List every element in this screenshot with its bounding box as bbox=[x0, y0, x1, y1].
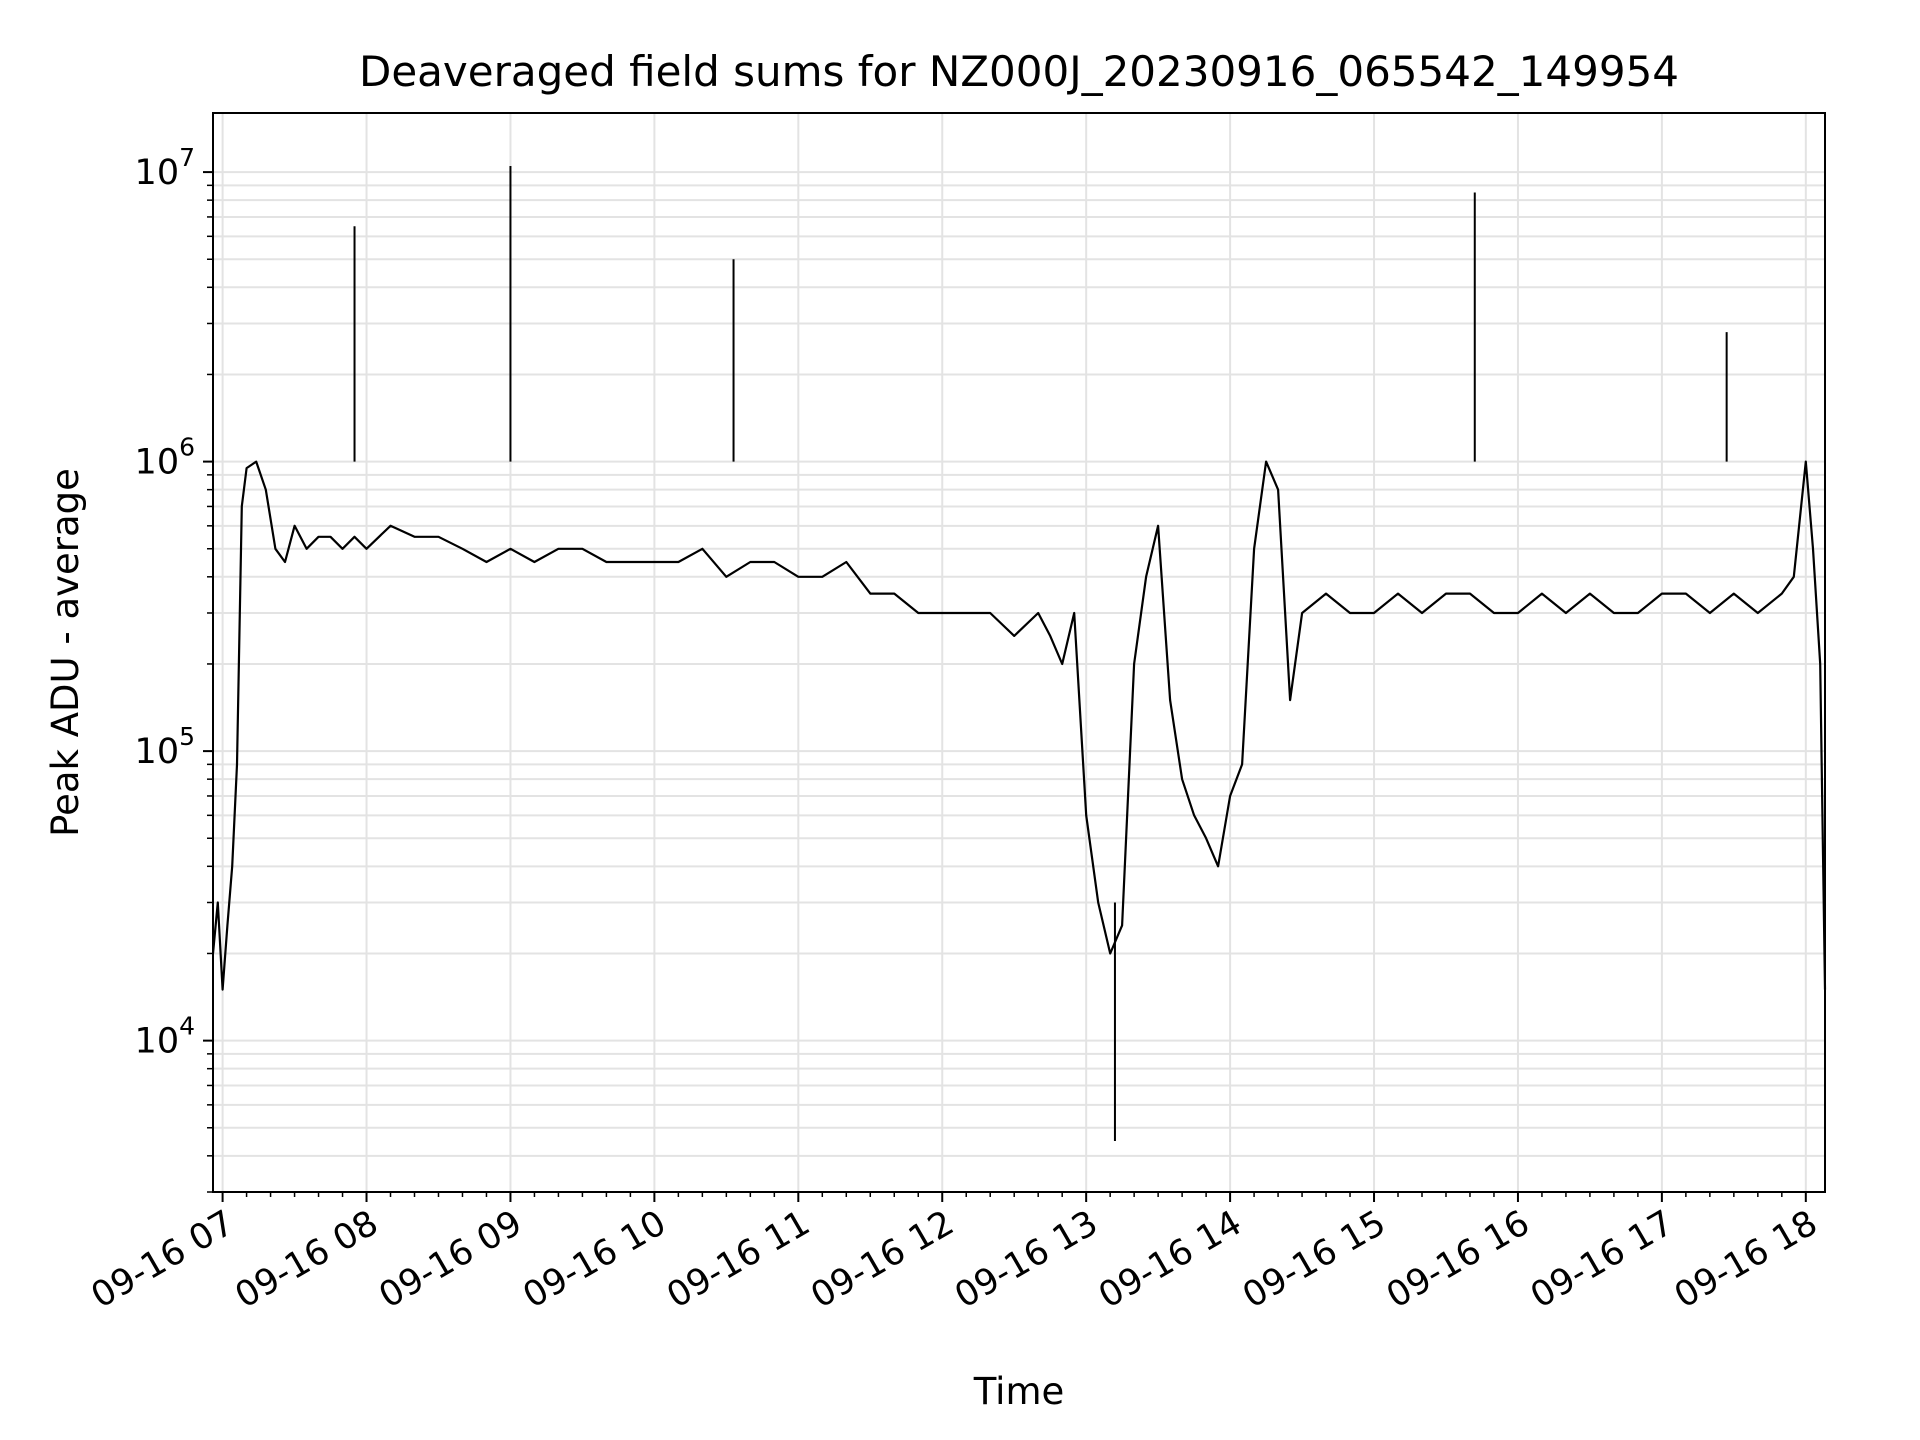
y-tick-exponent: 7 bbox=[179, 143, 195, 172]
series-line bbox=[211, 460, 1827, 991]
y-tick-base: 10 bbox=[135, 153, 180, 193]
chart-title: Deaveraged field sums for NZ000J_2023091… bbox=[359, 47, 1679, 96]
grid bbox=[213, 113, 1825, 1193]
y-tick-base: 10 bbox=[135, 1022, 180, 1062]
y-tick-label: 107 bbox=[135, 143, 195, 193]
y-tick-exponent: 6 bbox=[179, 433, 195, 462]
y-tick-label: 106 bbox=[135, 433, 195, 483]
plot-frame bbox=[212, 112, 1826, 1193]
y-tick-label: 104 bbox=[135, 1012, 195, 1062]
y-tick-exponent: 4 bbox=[179, 1012, 195, 1041]
y-tick-base: 10 bbox=[135, 732, 180, 772]
y-tick-base: 10 bbox=[135, 443, 180, 483]
y-tick-label: 105 bbox=[135, 722, 195, 772]
y-tick-exponent: 5 bbox=[179, 722, 195, 751]
y-axis-label: Peak ADU - average bbox=[44, 468, 87, 837]
x-axis-label: Time bbox=[973, 1370, 1065, 1413]
plot-area bbox=[211, 165, 1827, 1142]
